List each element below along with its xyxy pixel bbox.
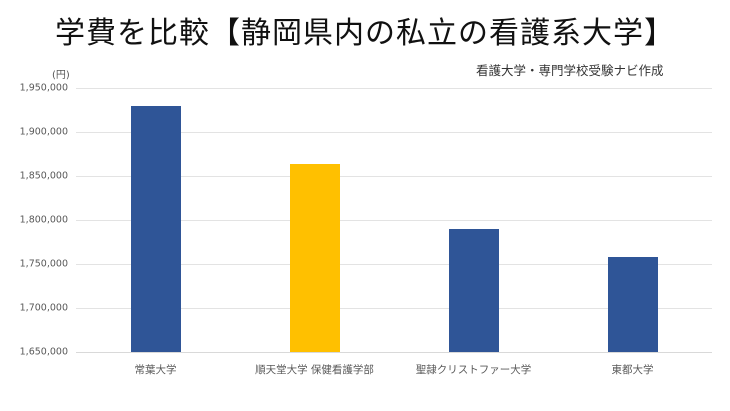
y-tick-label: 1,900,000: [19, 126, 68, 138]
x-tick-label: 東都大学: [611, 364, 654, 376]
chart-title: 学費を比較【静岡県内の私立の看護系大学】: [55, 16, 675, 51]
bar-1: [130, 105, 181, 352]
x-tick-label: 順天堂大学 保健看護学部: [255, 364, 374, 376]
y-tick-label: 1,850,000: [19, 170, 68, 182]
gridline: [76, 352, 712, 353]
gridline: [76, 220, 712, 221]
x-tick-label: 常葉大学: [134, 364, 177, 376]
y-tick-label: 1,650,000: [19, 346, 68, 358]
y-tick-label: 1,700,000: [19, 302, 68, 314]
bar-4: [607, 256, 658, 352]
gridline: [76, 308, 712, 309]
y-axis-unit: (円): [52, 70, 70, 81]
bar-3: [448, 228, 499, 352]
gridline: [76, 176, 712, 177]
y-tick-label: 1,750,000: [19, 258, 68, 270]
y-tick-label: 1,800,000: [19, 214, 68, 226]
x-tick-label: 聖隷クリストファー大学: [415, 364, 532, 376]
chart-credit: 看護大学・専門学校受験ナビ作成: [476, 63, 664, 78]
gridline: [76, 264, 712, 265]
gridline: [76, 132, 712, 133]
gridline: [76, 88, 712, 89]
y-tick-label: 1,950,000: [19, 82, 68, 94]
plot-area: 常葉大学 順天堂大学 保健看護学部 聖隷クリストファー大学 東都大学: [76, 0, 712, 411]
bar-2: [289, 163, 340, 352]
